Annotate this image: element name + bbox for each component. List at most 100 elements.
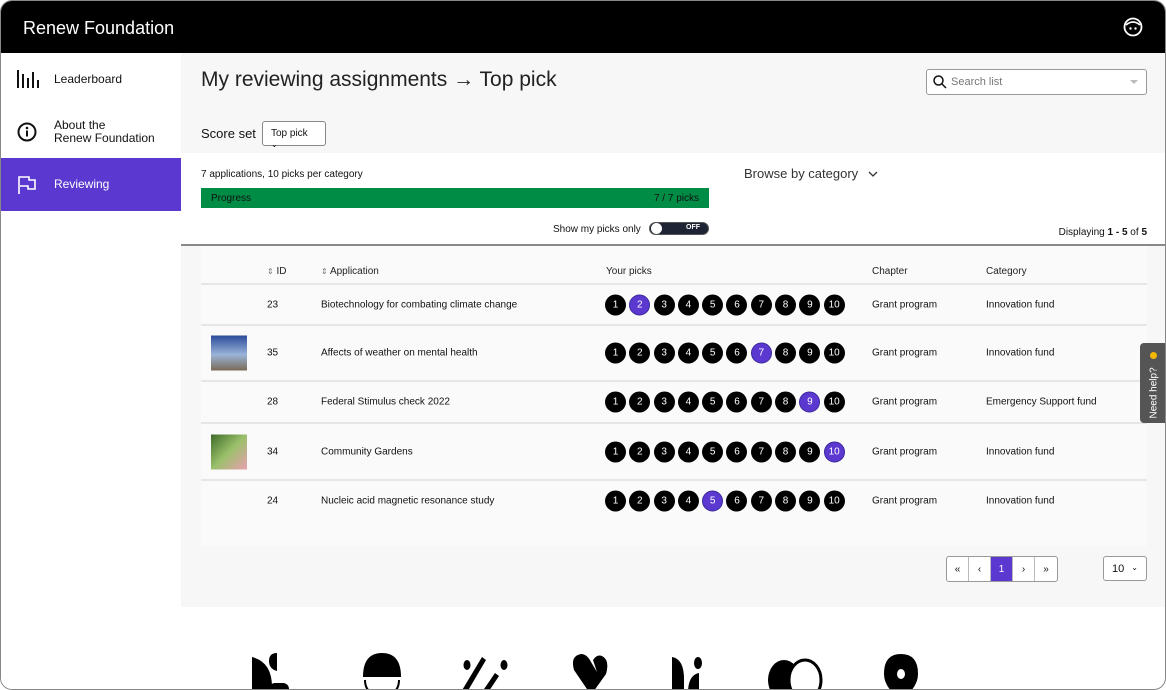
page-1-button[interactable]: 1 bbox=[991, 557, 1013, 581]
summary-panel: 7 applications, 10 picks per category Pr… bbox=[181, 153, 1165, 246]
bar-chart-icon bbox=[17, 70, 39, 88]
pick-4-button[interactable]: 4 bbox=[677, 391, 699, 413]
application-name[interactable]: Nucleic acid magnetic resonance study bbox=[321, 495, 495, 507]
pick-6-button[interactable]: 6 bbox=[726, 490, 748, 512]
user-face-icon[interactable] bbox=[1123, 17, 1143, 37]
pick-3-button[interactable]: 3 bbox=[653, 342, 675, 364]
pick-10-button[interactable]: 10 bbox=[823, 342, 845, 364]
pick-9-button[interactable]: 9 bbox=[799, 391, 821, 413]
pick-7-button[interactable]: 7 bbox=[750, 391, 772, 413]
table-row[interactable]: 28 Federal Stimulus check 2022 1 2 3 4 5 6 7 8 9 10… bbox=[201, 380, 1147, 422]
sidebar-item-reviewing[interactable]: Reviewing bbox=[1, 158, 181, 211]
pick-5-button[interactable]: 5 bbox=[702, 294, 724, 315]
per-page-select[interactable]: 10 ⌄ bbox=[1103, 556, 1147, 581]
score-set-value: Top pick bbox=[271, 128, 308, 139]
pagination: « ‹ 1 › » bbox=[946, 556, 1058, 582]
pick-4-button[interactable]: 4 bbox=[677, 441, 699, 462]
progress-bar: Progress 7 / 7 picks bbox=[201, 188, 709, 208]
pick-10-button[interactable]: 10 bbox=[823, 490, 845, 512]
browse-by-category-button[interactable]: Browse by category bbox=[744, 166, 878, 181]
pick-1-button[interactable]: 1 bbox=[605, 441, 626, 462]
application-id: 34 bbox=[267, 446, 279, 457]
pick-6-button[interactable]: 6 bbox=[726, 441, 748, 462]
chapter: Grant program bbox=[872, 396, 938, 408]
toggle-knob bbox=[651, 223, 662, 234]
pick-6-button[interactable]: 6 bbox=[726, 391, 748, 413]
pick-2-button[interactable]: 2 bbox=[629, 490, 651, 512]
pick-7-button[interactable]: 7 bbox=[750, 294, 772, 315]
pick-7-button[interactable]: 7 bbox=[750, 490, 772, 512]
pick-4-button[interactable]: 4 bbox=[677, 294, 699, 315]
displaying-total: 5 bbox=[1141, 227, 1147, 238]
pick-6-button[interactable]: 6 bbox=[726, 342, 748, 364]
application-name[interactable]: Federal Stimulus check 2022 bbox=[321, 396, 450, 408]
application-name[interactable]: Biotechnology for combating climate chan… bbox=[321, 299, 518, 310]
column-header-id[interactable]: ⇕ ID bbox=[267, 266, 286, 277]
pick-9-button[interactable]: 9 bbox=[799, 490, 821, 512]
pick-9-button[interactable]: 9 bbox=[799, 342, 821, 364]
table-row[interactable]: 23 Biotechnology for combating climate ch… bbox=[201, 283, 1147, 324]
sidebar-item-label: Leaderboard bbox=[54, 71, 123, 86]
application-name[interactable]: Affects of weather on mental health bbox=[321, 347, 478, 359]
table-row[interactable]: 3 5 Affects of weather on mental health 1 2 3… bbox=[201, 324, 1147, 380]
pick-7-button[interactable]: 7 bbox=[750, 441, 772, 462]
score-set-select[interactable]: Top pick ⌄ bbox=[262, 121, 326, 149]
pick-9-button[interactable]: 9 bbox=[799, 441, 821, 462]
browse-label: Browse by category bbox=[744, 166, 859, 181]
pick-2-button[interactable]: 2 bbox=[629, 342, 651, 364]
last-page-button[interactable]: » bbox=[1043, 563, 1049, 575]
pick-8-button[interactable]: 8 bbox=[775, 441, 797, 462]
pick-6-button[interactable]: 6 bbox=[726, 294, 748, 315]
pick-3-button[interactable]: 3 bbox=[653, 294, 675, 315]
heart-logo-icon bbox=[572, 654, 608, 689]
pick-10-button[interactable]: 10 bbox=[823, 391, 845, 413]
pick-3-button[interactable]: 3 bbox=[653, 490, 675, 512]
table-row[interactable]: 2 4 Nucleic acid magnetic resonance study 1… bbox=[201, 479, 1147, 521]
pick-selector: 1 2 3 4 5 6 7 8 9 10 bbox=[605, 342, 845, 364]
application-id: 28 bbox=[267, 396, 279, 408]
header-label: Application bbox=[329, 266, 379, 277]
chevron-down-icon bbox=[868, 171, 878, 177]
search-input[interactable]: Search list bbox=[926, 69, 1147, 95]
category: Innovation fund bbox=[986, 446, 1055, 457]
sidebar-item-about[interactable]: About the Renew Foundation bbox=[1, 105, 181, 158]
pick-2-button[interactable]: 2 bbox=[629, 294, 651, 315]
pick-8-button[interactable]: 8 bbox=[775, 294, 797, 315]
pick-1-button[interactable]: 1 bbox=[605, 294, 626, 315]
pick-1-button[interactable]: 1 bbox=[605, 342, 626, 364]
pick-5-button[interactable]: 5 bbox=[702, 490, 724, 512]
pick-9-button[interactable]: 9 bbox=[799, 294, 821, 315]
pick-4-button[interactable]: 4 bbox=[677, 342, 699, 364]
application-name[interactable]: Community Gardens bbox=[321, 446, 413, 457]
sidebar-item-leaderboard[interactable]: Leaderboard bbox=[1, 53, 181, 105]
column-header-application[interactable]: ⇕ Application bbox=[321, 266, 379, 277]
pick-3-button[interactable]: 3 bbox=[653, 391, 675, 413]
pick-8-button[interactable]: 8 bbox=[775, 391, 797, 413]
chapter: Grant program bbox=[872, 446, 938, 457]
need-help-tab[interactable]: Need help? bbox=[1140, 343, 1165, 423]
pick-5-button[interactable]: 5 bbox=[702, 391, 724, 413]
pick-8-button[interactable]: 8 bbox=[775, 342, 797, 364]
chevron-down-icon: ⌄ bbox=[1131, 563, 1138, 572]
pick-1-button[interactable]: 1 bbox=[605, 391, 626, 413]
next-page-button[interactable]: › bbox=[1013, 557, 1035, 581]
first-page-button[interactable]: « bbox=[947, 557, 969, 581]
pin-logo-icon bbox=[884, 654, 918, 689]
pick-4-button[interactable]: 4 bbox=[677, 490, 699, 512]
pick-8-button[interactable]: 8 bbox=[775, 490, 797, 512]
pick-10-button[interactable]: 10 bbox=[823, 441, 845, 462]
show-my-picks-toggle[interactable]: OFF bbox=[649, 222, 709, 235]
pick-7-button[interactable]: 7 bbox=[750, 342, 772, 364]
pick-5-button[interactable]: 5 bbox=[702, 441, 724, 462]
table-row[interactable]: 34 Community Gardens 1 2 3 4 5 6 7 8 9 10 Grant prog… bbox=[201, 422, 1147, 479]
label-line-2: Renew Foundation bbox=[54, 130, 155, 145]
prev-page-button[interactable]: ‹ bbox=[969, 557, 991, 581]
pick-2-button[interactable]: 2 bbox=[629, 441, 651, 462]
pick-3-button[interactable]: 3 bbox=[653, 441, 675, 462]
pick-5-button[interactable]: 5 bbox=[702, 342, 724, 364]
pick-10-button[interactable]: 10 bbox=[823, 294, 845, 315]
category: Innovation fund bbox=[986, 299, 1055, 310]
pick-1-button[interactable]: 1 bbox=[605, 490, 626, 512]
pick-2-button[interactable]: 2 bbox=[629, 391, 651, 413]
need-help-label: Need help? bbox=[1148, 367, 1160, 419]
